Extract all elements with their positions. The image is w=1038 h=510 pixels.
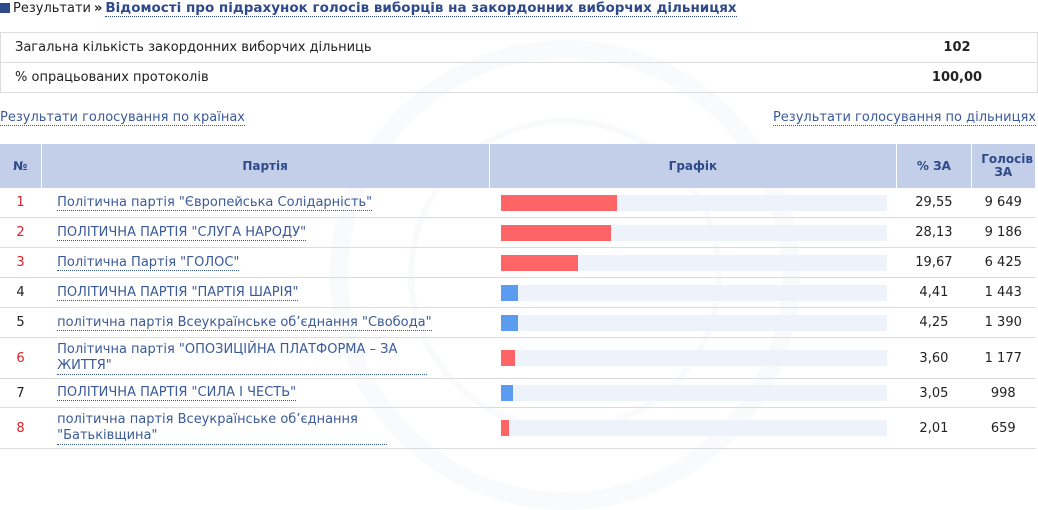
party-link[interactable]: політична партія Всеукраїнське об’єднанн… — [57, 412, 388, 445]
party-link[interactable]: ПОЛІТИЧНА ПАРТІЯ "СИЛА І ЧЕСТЬ" — [57, 385, 297, 401]
table-row: 5 політична партія Всеукраїнське об’єднан… — [0, 307, 1036, 338]
row-number: 7 — [0, 378, 42, 408]
table-row: 2 ПОЛІТИЧНА ПАРТІЯ "СЛУГА НАРОДУ" 28,13 9 1… — [0, 217, 1036, 248]
votes-cell: 998 — [971, 378, 1036, 408]
bar-track — [501, 314, 888, 331]
table-header-row: № Партія Графік % ЗА Голосів ЗА — [0, 144, 1036, 188]
party-link[interactable]: Політична Партія "ГОЛОС" — [57, 254, 240, 271]
results-table: № Партія Графік % ЗА Голосів ЗА 1 Політич… — [0, 144, 1036, 449]
column-header-votes: Голосів ЗА — [971, 144, 1036, 188]
party-link[interactable]: ПОЛІТИЧНА ПАРТІЯ "ПАРТІЯ ШАРІЯ" — [57, 284, 299, 301]
table-row: 7 ПОЛІТИЧНА ПАРТІЯ "СИЛА І ЧЕСТЬ" 3,05 998 — [0, 378, 1036, 408]
column-header-votes-label: Голосів ЗА — [981, 152, 1033, 179]
percent-cell: 3,05 — [896, 378, 971, 408]
percent-cell: 28,13 — [896, 217, 971, 248]
votes-cell: 1 390 — [971, 307, 1036, 338]
votes-cell: 9 186 — [971, 217, 1036, 248]
row-number: 6 — [0, 337, 42, 379]
vote-share-bar — [501, 314, 519, 331]
percent-cell: 19,67 — [896, 247, 971, 278]
table-row: 3 Політична Партія "ГОЛОС" 19,67 6 425 — [0, 247, 1036, 278]
results-table-body: 1 Політична партія "Європейська Солідарні… — [0, 188, 1036, 449]
results-links: Результати голосування по країнах Резуль… — [0, 110, 1038, 126]
summary-value: 102 — [943, 40, 971, 55]
vote-share-bar — [501, 224, 612, 241]
votes-cell: 1 443 — [971, 277, 1036, 308]
bar-track — [501, 350, 888, 366]
graph-cell — [489, 407, 897, 449]
party-cell: політична партія Всеукраїнське об’єднанн… — [41, 407, 490, 449]
row-number: 2 — [0, 217, 42, 248]
bar-track — [501, 224, 888, 241]
party-cell: ПОЛІТИЧНА ПАРТІЯ "СЛУГА НАРОДУ" — [41, 217, 490, 248]
summary-row: % опрацьованих протоколів 100,00 — [1, 63, 1037, 92]
row-number: 8 — [0, 407, 42, 449]
vote-share-bar — [501, 284, 519, 301]
percent-cell: 2,01 — [896, 407, 971, 449]
summary-value: 100,00 — [931, 70, 983, 85]
votes-cell: 9 649 — [971, 188, 1036, 218]
party-cell: політична партія Всеукраїнське об’єднанн… — [41, 307, 490, 338]
bar-track — [501, 194, 888, 211]
summary-row: Загальна кількість закордонних виборчих … — [1, 33, 1037, 63]
graph-cell — [489, 307, 897, 338]
vote-share-bar — [501, 385, 514, 401]
bar-track — [501, 385, 888, 401]
vote-share-bar — [501, 194, 618, 211]
party-link[interactable]: Політична партія "Європейська Солідарніс… — [57, 194, 373, 211]
party-link[interactable]: ПОЛІТИЧНА ПАРТІЯ "СЛУГА НАРОДУ" — [57, 224, 307, 241]
vote-share-bar — [501, 420, 510, 436]
party-cell: Політична партія "ОПОЗИЦІЙНА ПЛАТФОРМА –… — [41, 337, 490, 379]
table-row: 4 ПОЛІТИЧНА ПАРТІЯ "ПАРТІЯ ШАРІЯ" 4,41 1 44… — [0, 277, 1036, 308]
graph-cell — [489, 217, 897, 248]
breadcrumb-root[interactable]: Результати — [13, 1, 91, 16]
results-by-station-link[interactable]: Результати голосування по дільницях — [772, 110, 1036, 126]
bar-track — [501, 420, 888, 436]
column-header-graph: Графік — [489, 144, 898, 188]
party-link[interactable]: політична партія Всеукраїнське об’єднанн… — [57, 314, 432, 331]
summary-label: Загальна кількість закордонних виборчих … — [15, 40, 372, 55]
graph-cell — [489, 378, 897, 408]
votes-cell: 1 177 — [971, 337, 1036, 379]
bar-track — [501, 254, 888, 271]
vote-share-bar — [501, 350, 516, 366]
graph-cell — [489, 247, 897, 278]
results-by-country-link[interactable]: Результати голосування по країнах — [0, 110, 246, 126]
percent-cell: 29,55 — [896, 188, 971, 218]
party-cell: ПОЛІТИЧНА ПАРТІЯ "СИЛА І ЧЕСТЬ" — [41, 378, 490, 408]
percent-cell: 3,60 — [896, 337, 971, 379]
bar-track — [501, 284, 888, 301]
table-row: 1 Політична партія "Європейська Солідарні… — [0, 188, 1036, 218]
summary-table: Загальна кількість закордонних виборчих … — [0, 32, 1038, 93]
page-title: Відомості про підрахунок голосів виборці… — [105, 0, 737, 17]
row-number: 4 — [0, 277, 42, 308]
row-number: 3 — [0, 247, 42, 278]
graph-cell — [489, 337, 897, 379]
party-cell: Політична партія "Європейська Солідарніс… — [41, 188, 490, 218]
column-header-number: № — [0, 144, 42, 188]
party-cell: Політична Партія "ГОЛОС" — [41, 247, 490, 278]
party-cell: ПОЛІТИЧНА ПАРТІЯ "ПАРТІЯ ШАРІЯ" — [41, 277, 490, 308]
vote-share-bar — [501, 254, 579, 271]
graph-cell — [489, 277, 897, 308]
percent-cell: 4,41 — [896, 277, 971, 308]
party-link[interactable]: Політична партія "ОПОЗИЦІЙНА ПЛАТФОРМА –… — [57, 342, 428, 375]
summary-label: % опрацьованих протоколів — [15, 70, 209, 85]
table-row: 6 Політична партія "ОПОЗИЦІЙНА ПЛАТФОРМА … — [0, 337, 1036, 379]
table-row: 8 політична партія Всеукраїнське об’єднан… — [0, 407, 1036, 449]
percent-cell: 4,25 — [896, 307, 971, 338]
votes-cell: 6 425 — [971, 247, 1036, 278]
graph-cell — [489, 188, 897, 218]
row-number: 5 — [0, 307, 42, 338]
column-header-party: Партія — [41, 144, 490, 188]
breadcrumb: Результати» Відомості про підрахунок голо… — [0, 0, 737, 18]
square-bullet-icon — [0, 3, 10, 13]
row-number: 1 — [0, 188, 42, 218]
votes-cell: 659 — [971, 407, 1036, 449]
column-header-percent: % ЗА — [896, 144, 972, 188]
breadcrumb-separator: » — [93, 1, 103, 16]
